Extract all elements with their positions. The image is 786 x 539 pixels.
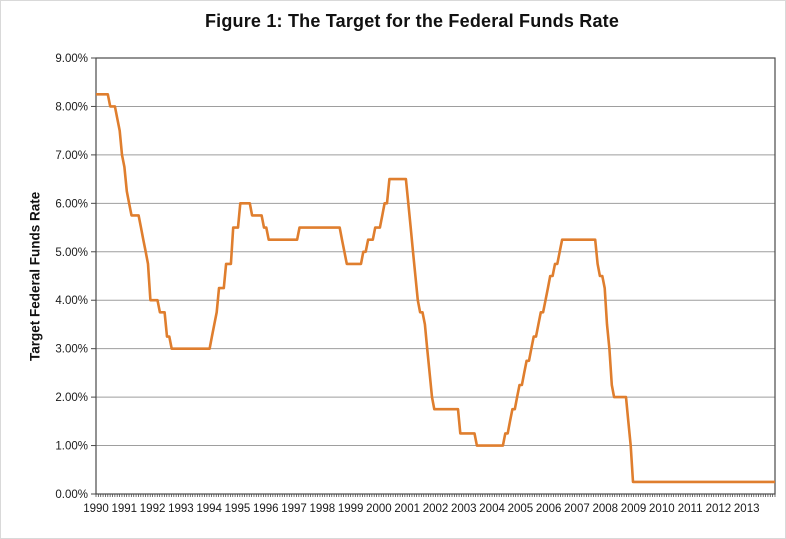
y-axis-tick-label: 4.00%: [55, 295, 88, 307]
x-axis-tick-label: 2009: [621, 503, 647, 515]
y-axis-tick-label: 0.00%: [55, 489, 88, 501]
x-axis-tick-label: 2005: [508, 503, 534, 515]
x-axis-tick-label: 2011: [678, 503, 703, 515]
plot-border: [95, 57, 776, 495]
x-axis-tick-label: 2001: [394, 503, 420, 515]
x-axis-tick-label: 2010: [649, 503, 675, 515]
x-axis-tick-label: 1999: [338, 503, 364, 515]
x-axis-tick-label: 1995: [225, 503, 251, 515]
chart-title: Figure 1: The Target for the Federal Fun…: [204, 11, 620, 31]
x-axis-tick-label: 2006: [536, 503, 562, 515]
x-axis-tick-label: 1993: [168, 503, 194, 515]
x-axis-tick-label: 2000: [366, 503, 392, 515]
y-axis-tick-label: 2.00%: [55, 392, 88, 404]
y-axis-tick-label: 6.00%: [55, 198, 88, 210]
x-axis-tick-label: 2003: [451, 503, 477, 515]
y-axis-tick-label: 5.00%: [55, 247, 88, 259]
x-axis-tick-label: 2008: [592, 503, 618, 515]
x-axis-tick-label: 2002: [423, 503, 449, 515]
x-axis-tick-label: 2012: [706, 503, 732, 515]
x-axis-tick-label: 2013: [734, 503, 760, 515]
y-axis-tick-label: 3.00%: [55, 344, 88, 356]
y-axis-tick-label: 1.00%: [55, 441, 88, 453]
x-axis-tick-label: 2004: [479, 503, 505, 515]
x-axis-tick-label: 1994: [196, 503, 222, 515]
x-axis-tick-label: 2007: [564, 503, 590, 515]
x-axis-tick-label: 1992: [140, 503, 166, 515]
x-axis-tick-label: 1998: [310, 503, 336, 515]
y-axis-tick-label: 7.00%: [55, 150, 88, 162]
x-axis-tick-label: 1996: [253, 503, 279, 515]
x-axis-tick-label: 1997: [281, 503, 307, 515]
x-axis-tick-label: 1991: [111, 503, 137, 515]
y-axis-tick-label: 9.00%: [55, 53, 88, 65]
y-axis-tick-label: 8.00%: [55, 101, 88, 113]
fed-funds-rate-line: [96, 93, 775, 484]
x-axis-tick-label: 1990: [83, 503, 109, 515]
